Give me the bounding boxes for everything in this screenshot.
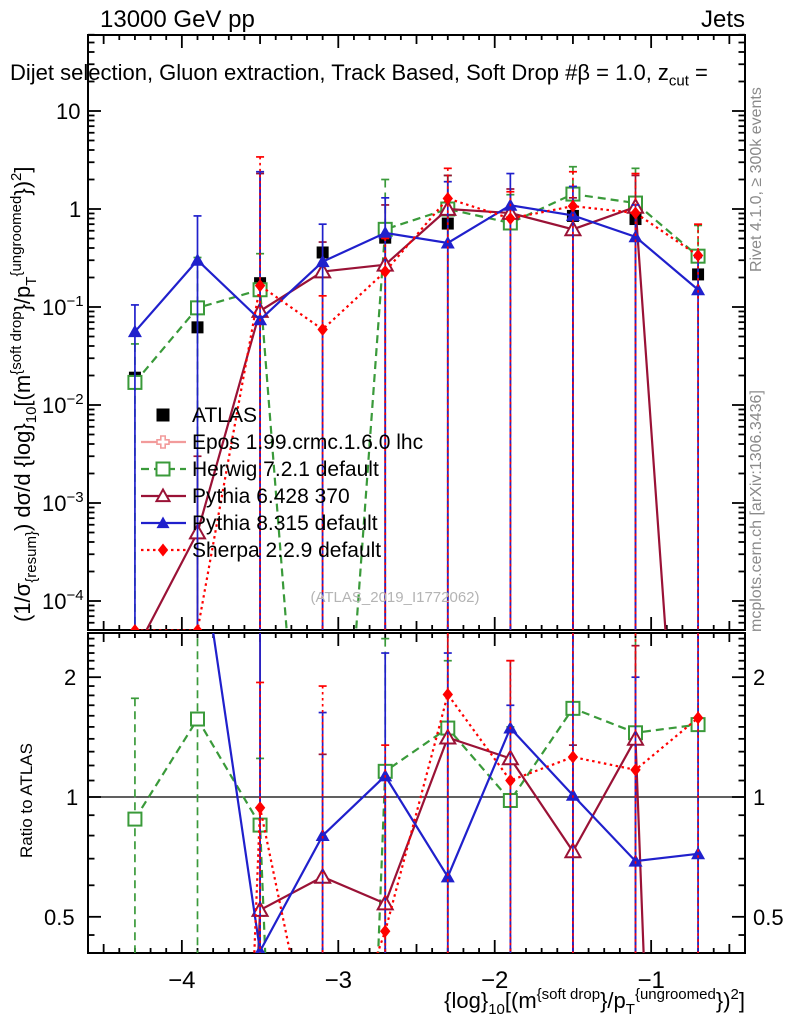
legend: ATLAS Epos 1.99.crmc.1.6.0 lhc Herwig 7.2.… (141, 404, 423, 562)
mcplots-credit-label: mcplots.cern.ch [arXiv:1306.3436] (748, 390, 765, 632)
svg-text:1: 1 (753, 785, 765, 810)
ratio-panel (88, 633, 745, 953)
svg-text:2: 2 (64, 665, 76, 690)
collision-energy-label: 13000 GeV pp (100, 6, 255, 33)
series-sherpa-2-2-9-default (253, 633, 704, 953)
svg-text:2: 2 (753, 665, 765, 690)
legend-item-pythia: Pythia 6.428 370 (141, 485, 350, 508)
svg-text:0.5: 0.5 (44, 905, 75, 930)
svg-text:10−1: 10−1 (42, 293, 84, 320)
svg-text:−4: −4 (168, 967, 195, 994)
svg-text:1: 1 (66, 785, 78, 810)
x-axis-label: {log}10[(m{soft drop}/pT{ungroomed})2] (444, 986, 745, 1018)
series-sherpa-2-2-9-default (130, 156, 704, 630)
svg-text:10−3: 10−3 (42, 489, 84, 516)
analysis-id-watermark: (ATLAS_2019_I1772062) (310, 589, 480, 606)
svg-text:−2: −2 (481, 967, 508, 994)
legend-label: Herwig 7.2.1 default (192, 458, 379, 481)
y-axis-label-ratio: Ratio to ATLAS (17, 743, 36, 858)
legend-label: ATLAS (192, 404, 257, 427)
plot-title: Dijet selection, Gluon extraction, Track… (10, 60, 708, 90)
legend-item-atlas: ATLAS (156, 404, 257, 427)
legend-item-pythia: Pythia 8.315 default (141, 512, 378, 535)
legend-item-sherpa: Sherpa 2.2.9 default (141, 539, 381, 562)
svg-text:10−4: 10−4 (42, 587, 84, 614)
legend-item-epos: Epos 1.99.crmc.1.6.0 lhc (141, 431, 423, 454)
legend-label: Sherpa 2.2.9 default (192, 539, 381, 562)
svg-text:−1: −1 (637, 967, 664, 994)
legend-label: Pythia 6.428 370 (192, 485, 350, 508)
y-axis-label-main: (1/σ{resum}) dσ/d {log}10[(m{soft drop}/… (8, 166, 40, 622)
legend-label: Epos 1.99.crmc.1.6.0 lhc (192, 431, 423, 454)
svg-text:−3: −3 (325, 967, 352, 994)
svg-text:10: 10 (56, 99, 80, 124)
analysis-type-label: Jets (700, 6, 745, 33)
legend-label: Pythia 8.315 default (192, 512, 378, 535)
legend-item-herwig: Herwig 7.2.1 default (141, 458, 379, 481)
svg-text:1: 1 (69, 197, 81, 222)
rivet-version-label: Rivet 4.1.0, ≥ 300k events (748, 87, 765, 272)
svg-text:10−2: 10−2 (42, 391, 84, 418)
series-herwig-7-2-1-default (127, 633, 706, 953)
main-panel (127, 156, 706, 630)
axes (87, 33, 746, 954)
svg-text:0.5: 0.5 (753, 905, 784, 930)
tick-labels: 10 1 10−1 10−2 10−3 10−4 2 2 1 1 0.5 0.5 −4 −3 −2 −1 (1/… (8, 99, 784, 1018)
